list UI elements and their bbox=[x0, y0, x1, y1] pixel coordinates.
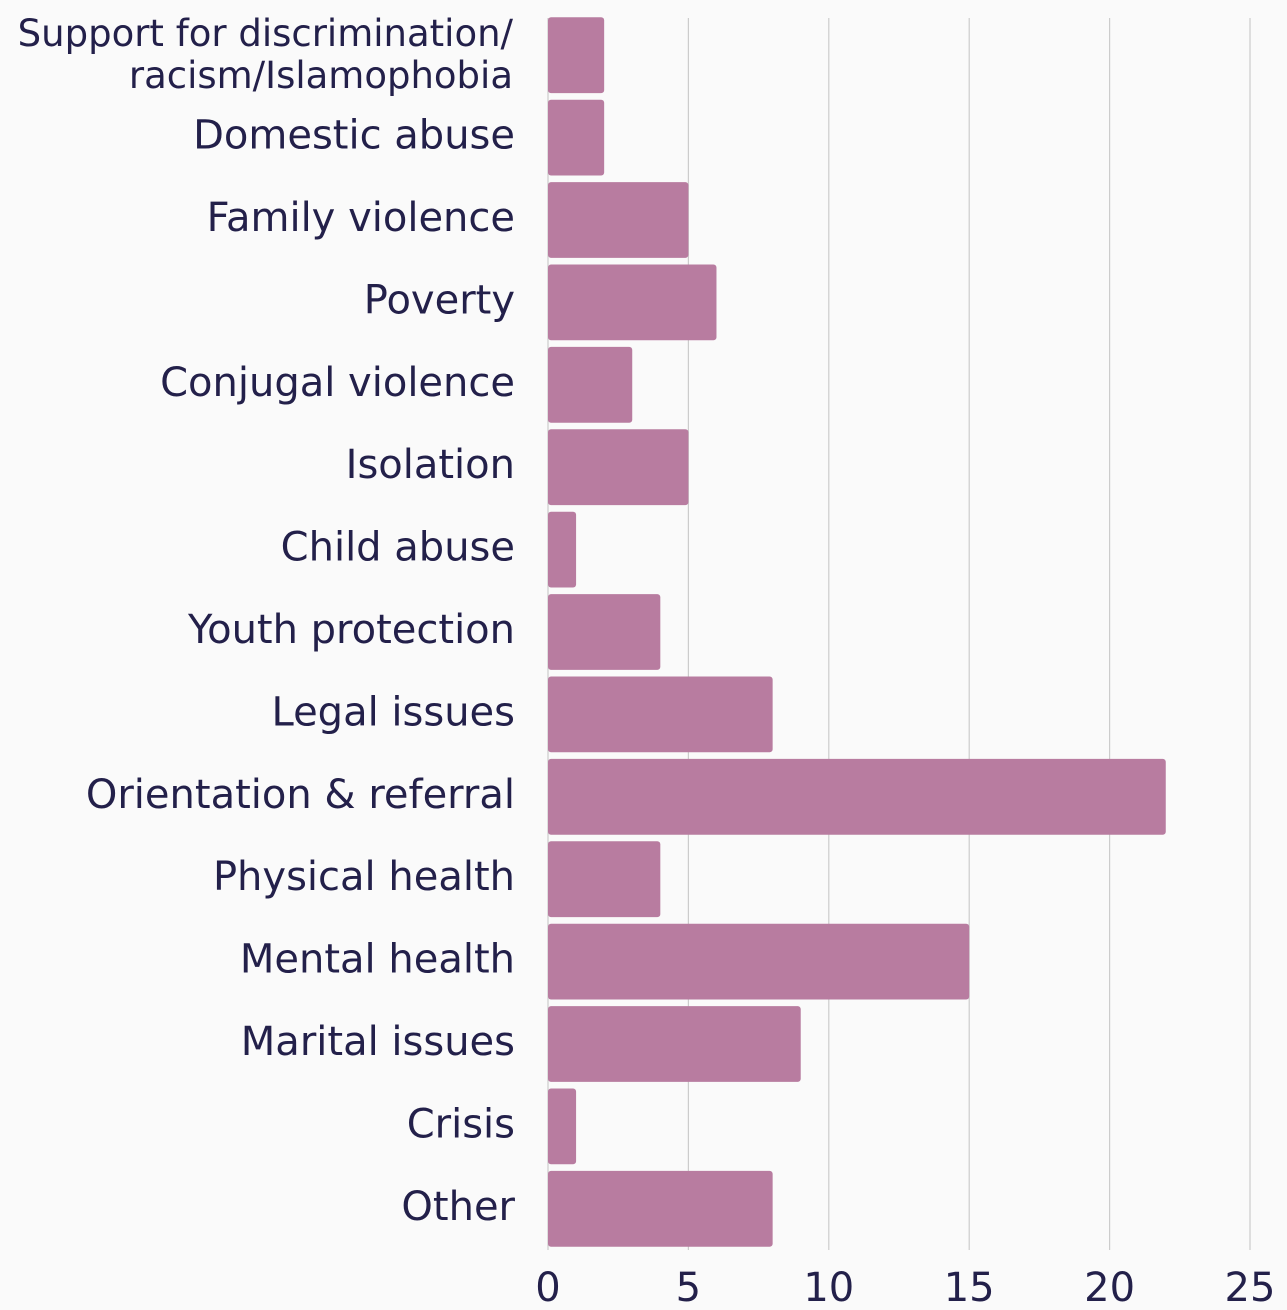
y-tick-label: Marital issues bbox=[241, 1019, 515, 1065]
y-tick-label: Youth protection bbox=[187, 607, 515, 653]
x-tick-label: 0 bbox=[535, 1265, 560, 1310]
y-tick-label: Poverty bbox=[364, 277, 515, 323]
x-tick-label: 25 bbox=[1225, 1265, 1276, 1310]
bar bbox=[548, 182, 689, 258]
bar bbox=[548, 841, 661, 918]
y-tick-label: Child abuse bbox=[281, 525, 515, 571]
y-tick-label: Physical health bbox=[213, 854, 515, 900]
bar bbox=[548, 923, 970, 1000]
label-line: Support for discrimination/ bbox=[18, 12, 514, 55]
bar bbox=[548, 1006, 801, 1082]
y-tick-label: Support for discrimination/racism/Islamo… bbox=[18, 12, 514, 97]
bar bbox=[548, 758, 1166, 835]
y-tick-label: Orientation & referral bbox=[86, 772, 515, 818]
x-tick-label: 10 bbox=[803, 1265, 854, 1310]
bar bbox=[548, 264, 717, 341]
bar bbox=[548, 511, 577, 588]
bar bbox=[548, 346, 633, 423]
label-line: racism/Islamophobia bbox=[129, 54, 513, 97]
y-tick-label: Conjugal violence bbox=[160, 360, 515, 406]
bar bbox=[548, 1088, 577, 1165]
bar bbox=[548, 676, 773, 753]
x-tick-label: 15 bbox=[944, 1265, 995, 1310]
y-tick-label: Legal issues bbox=[271, 689, 515, 735]
y-tick-label: Isolation bbox=[346, 442, 515, 488]
y-tick-label: Other bbox=[401, 1184, 515, 1230]
y-tick-label: Family violence bbox=[207, 195, 515, 241]
bar bbox=[548, 429, 689, 506]
bar bbox=[548, 17, 605, 94]
bar bbox=[548, 99, 605, 176]
x-tick-label: 20 bbox=[1084, 1265, 1135, 1310]
y-tick-label: Crisis bbox=[407, 1101, 515, 1147]
bar bbox=[548, 594, 661, 670]
bar bbox=[548, 1170, 773, 1247]
y-tick-label: Domestic abuse bbox=[193, 113, 515, 159]
x-tick-label: 5 bbox=[676, 1265, 701, 1310]
y-tick-label: Mental health bbox=[240, 937, 515, 983]
